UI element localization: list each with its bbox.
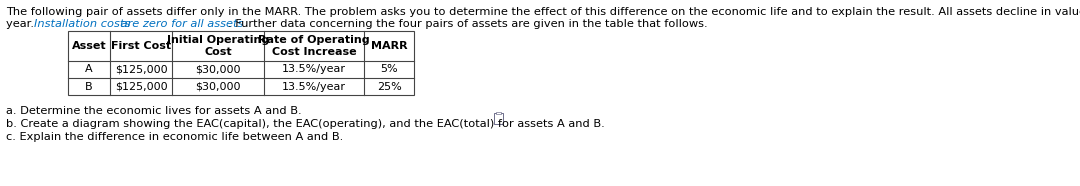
Text: Asset: Asset [71, 41, 106, 51]
Text: c. Explain the difference in economic life between A and B.: c. Explain the difference in economic li… [6, 132, 343, 142]
Text: $30,000: $30,000 [195, 65, 241, 75]
Text: $125,000: $125,000 [114, 65, 167, 75]
Text: 5%: 5% [380, 65, 397, 75]
Text: A: A [85, 65, 93, 75]
Text: $125,000: $125,000 [114, 81, 167, 92]
Text: Installation costs: Installation costs [33, 19, 130, 29]
Text: B: B [85, 81, 93, 92]
Text: are zero for all assets: are zero for all assets [117, 19, 243, 29]
Text: a. Determine the economic lives for assets A and B.: a. Determine the economic lives for asse… [6, 106, 301, 116]
Text: b. Create a diagram showing the EAC(capital), the EAC(operating), and the EAC(to: b. Create a diagram showing the EAC(capi… [6, 119, 605, 129]
Text: 13.5%/year: 13.5%/year [282, 65, 346, 75]
Text: Rate of Operating
Cost Increase: Rate of Operating Cost Increase [258, 35, 369, 57]
Text: MARR: MARR [370, 41, 407, 51]
Bar [68, 31, 414, 95]
Text: First Cost: First Cost [111, 41, 171, 51]
Text: . Further data concerning the four pairs of assets are given in the table that f: . Further data concerning the four pairs… [228, 19, 707, 29]
Bar [496, 112, 501, 114]
Bar [494, 113, 503, 124]
Text: year.: year. [6, 19, 38, 29]
Text: 13.5%/year: 13.5%/year [282, 81, 346, 92]
Text: Initial Operating
Cost: Initial Operating Cost [167, 35, 269, 57]
Text: The following pair of assets differ only in the MARR. The problem asks you to de: The following pair of assets differ only… [6, 7, 1080, 17]
Text: 25%: 25% [377, 81, 402, 92]
Text: $30,000: $30,000 [195, 81, 241, 92]
